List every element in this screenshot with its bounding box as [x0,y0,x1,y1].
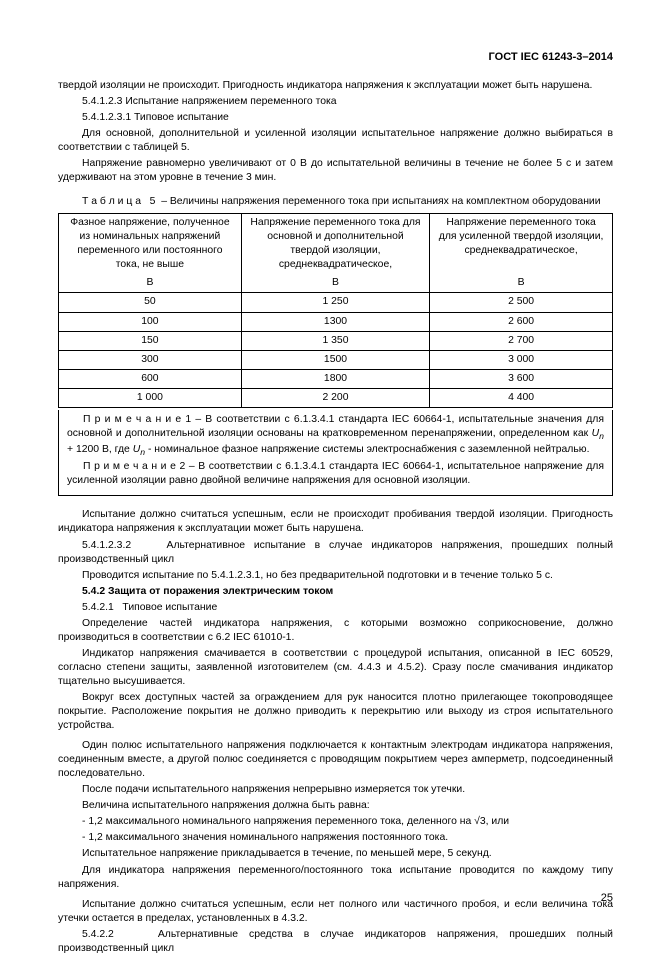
table-cell: 1 250 [241,293,429,312]
col-header-3: Напряжение переменного тока для усиленно… [430,214,613,275]
clause-5-4-2-1: 5.4.2.1 Типовое испытание [58,601,613,615]
unit-cell: В [430,274,613,293]
clause-5-4-2-2: 5.4.2.2 Альтернативные средства в случае… [58,928,613,956]
table-cell: 3 600 [430,369,613,388]
table-cell: 4 400 [430,388,613,407]
paragraph: Для основной, дополнительной и усиленной… [58,127,613,155]
paragraph: твердой изоляции не происходит. Пригодно… [58,79,613,93]
table-cell: 100 [59,312,242,331]
bullet-item: - 1,2 максимального номинального напряже… [58,815,613,829]
paragraph: Для индикатора напряжения переменного/по… [58,864,613,892]
unit-cell: В [241,274,429,293]
col-header-2: Напряжение переменного тока для основной… [241,214,429,275]
paragraph: Индикатор напряжения смачивается в соотв… [58,647,613,689]
paragraph: Напряжение равномерно увеличивают от 0 В… [58,157,613,185]
paragraph: Величина испытательного напряжения должн… [58,799,613,813]
table-notes: П р и м е ч а н и е 1 – В соответствии с… [58,410,613,497]
unit-cell: В [59,274,242,293]
table-cell: 2 200 [241,388,429,407]
table-cell: 1800 [241,369,429,388]
paragraph: Определение частей индикатора напряжения… [58,617,613,645]
paragraph: Испытание должно считаться успешным, есл… [58,508,613,536]
clause-5-4-1-2-3: 5.4.1.2.3 Испытание напряжением переменн… [58,95,613,109]
table-caption: Т а б л и ц а 5 – Величины напряжения пе… [58,195,613,209]
voltage-table: Фазное напряжение, полученное из номинал… [58,213,613,408]
table-cell: 2 500 [430,293,613,312]
note-2: П р и м е ч а н и е 2 – В соответствии с… [67,460,604,488]
table-cell: 2 600 [430,312,613,331]
table-cell: 300 [59,350,242,369]
table-cell: 50 [59,293,242,312]
table-cell: 1 350 [241,331,429,350]
table-cell: 1500 [241,350,429,369]
table-cell: 2 700 [430,331,613,350]
table-cell: 1300 [241,312,429,331]
paragraph: Проводится испытание по 5.4.1.2.3.1, но … [58,569,613,583]
clause-5-4-1-2-3-2: 5.4.1.2.3.2 Альтернативное испытание в с… [58,539,613,567]
doc-header: ГОСТ IEC 61243-3–2014 [58,50,613,65]
paragraph: Вокруг всех доступных частей за огражден… [58,691,613,733]
paragraph: Испытание должно считаться успешным, есл… [58,898,613,926]
table-cell: 3 000 [430,350,613,369]
bullet-item: - 1,2 максимального значения номинальног… [58,831,613,845]
paragraph: Один полюс испытательного напряжения под… [58,739,613,781]
paragraph: Испытательное напряжение прикладывается … [58,847,613,861]
page-number: 25 [601,891,613,906]
col-header-1: Фазное напряжение, полученное из номинал… [59,214,242,275]
note-1: П р и м е ч а н и е 1 – В соответствии с… [67,413,604,459]
clause-5-4-1-2-3-1: 5.4.1.2.3.1 Типовое испытание [58,111,613,125]
table-cell: 1 000 [59,388,242,407]
clause-5-4-2: 5.4.2 Защита от поражения электрическим … [58,585,613,599]
table-cell: 150 [59,331,242,350]
paragraph: После подачи испытательного напряжения н… [58,783,613,797]
table-cell: 600 [59,369,242,388]
